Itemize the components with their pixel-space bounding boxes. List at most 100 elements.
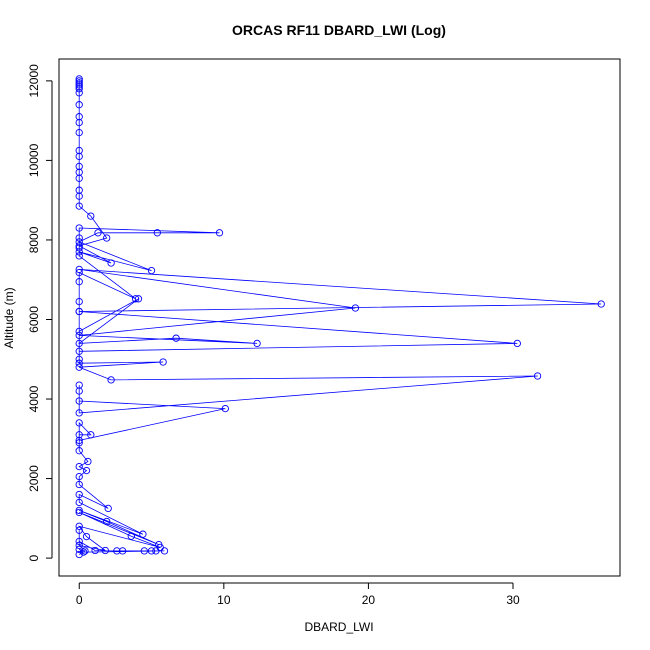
- data-point: [75, 297, 83, 306]
- data-point: [172, 334, 180, 342]
- data-point: [533, 372, 542, 380]
- data-point: [75, 347, 83, 355]
- y-tick-label: 2000: [27, 465, 41, 492]
- data-point: [75, 472, 83, 481]
- data-point: [75, 268, 83, 277]
- data-point: [103, 234, 111, 242]
- data-point: [75, 522, 83, 530]
- data-point: [87, 212, 95, 220]
- plot-area-border: [58, 58, 621, 577]
- data-point: [75, 359, 83, 367]
- data-point: [75, 462, 83, 471]
- data-point: [75, 550, 83, 559]
- data-point: [75, 307, 83, 316]
- data-point: [75, 192, 83, 200]
- y-tick-label: 8000: [27, 226, 41, 253]
- data-point: [75, 101, 83, 109]
- data-point: [75, 439, 83, 447]
- data-point: [87, 431, 95, 439]
- data-point: [597, 300, 605, 308]
- data-point: [75, 202, 83, 210]
- data-point: [75, 152, 83, 161]
- data-point: [127, 532, 135, 540]
- data-point: [75, 419, 83, 427]
- data-point: [107, 259, 115, 267]
- data-point: [351, 304, 360, 312]
- data-point: [75, 447, 83, 455]
- data-point: [513, 339, 521, 348]
- y-tick-label: 12000: [27, 64, 41, 98]
- data-point: [75, 85, 83, 93]
- data-point: [82, 466, 91, 475]
- data-point: [75, 508, 83, 517]
- data-point: [75, 331, 83, 340]
- data-point: [75, 146, 83, 155]
- data-point: [156, 543, 164, 552]
- data-point: [147, 266, 156, 275]
- data-point: [75, 265, 83, 274]
- data-point: [75, 490, 83, 499]
- data-point: [113, 547, 121, 555]
- data-point: [75, 339, 83, 348]
- data-point: [134, 295, 143, 303]
- data-point: [107, 376, 115, 384]
- data-point: [101, 546, 109, 555]
- data-point: [75, 409, 83, 417]
- y-tick-label: 4000: [27, 385, 41, 412]
- data-point: [75, 174, 83, 182]
- series-line: [77, 78, 602, 555]
- data-point: [75, 234, 83, 242]
- data-point: [160, 547, 169, 555]
- x-axis: 0 10 20 30: [76, 582, 520, 607]
- data-point: [159, 358, 167, 366]
- x-tick-label: 20: [362, 593, 376, 607]
- x-tick-label: 30: [506, 593, 520, 607]
- data-point: [75, 355, 83, 363]
- data-point: [75, 81, 83, 89]
- data-point: [75, 252, 83, 260]
- data-point: [140, 547, 148, 555]
- data-point: [75, 498, 83, 507]
- data-point: [75, 248, 83, 256]
- data-point: [147, 547, 156, 555]
- y-axis: 0 2000 4000 6000 8000 10000 12000: [27, 64, 53, 561]
- data-point: [75, 436, 83, 445]
- y-tick-label: 6000: [27, 306, 41, 333]
- y-tick-label: 10000: [27, 143, 41, 177]
- y-axis-label: Altitude (m): [2, 287, 16, 348]
- x-tick-label: 0: [76, 593, 83, 607]
- data-point: [75, 526, 83, 534]
- data-point: [75, 278, 83, 286]
- data-point: [75, 506, 83, 515]
- x-tick-label: 10: [217, 593, 231, 607]
- data-point: [253, 339, 261, 348]
- data-point: [75, 397, 83, 405]
- data-point: [215, 229, 224, 237]
- data-point: [75, 431, 83, 439]
- data-point: [91, 546, 99, 555]
- data-point: [75, 537, 83, 546]
- y-tick-label: 0: [27, 554, 41, 561]
- data-point: [103, 517, 111, 526]
- data-point: [153, 229, 161, 237]
- data-point: [75, 128, 83, 137]
- data-point: [75, 224, 83, 232]
- data-point: [75, 118, 83, 127]
- data-point: [81, 547, 89, 555]
- data-point: [75, 363, 83, 371]
- data-point: [75, 387, 83, 395]
- data-point: [75, 480, 83, 489]
- data-point: [104, 504, 112, 513]
- data-point: [75, 541, 83, 550]
- data-point: [221, 404, 229, 413]
- chart-title: ORCAS RF11 DBARD_LWI (Log): [232, 22, 446, 38]
- data-point: [75, 327, 83, 336]
- data-point: [82, 532, 91, 541]
- data-point: [131, 295, 140, 303]
- data-point: [75, 89, 83, 97]
- data-point: [139, 530, 147, 538]
- data-point: [75, 162, 83, 171]
- data-point: [75, 244, 83, 252]
- data-point: [75, 77, 83, 85]
